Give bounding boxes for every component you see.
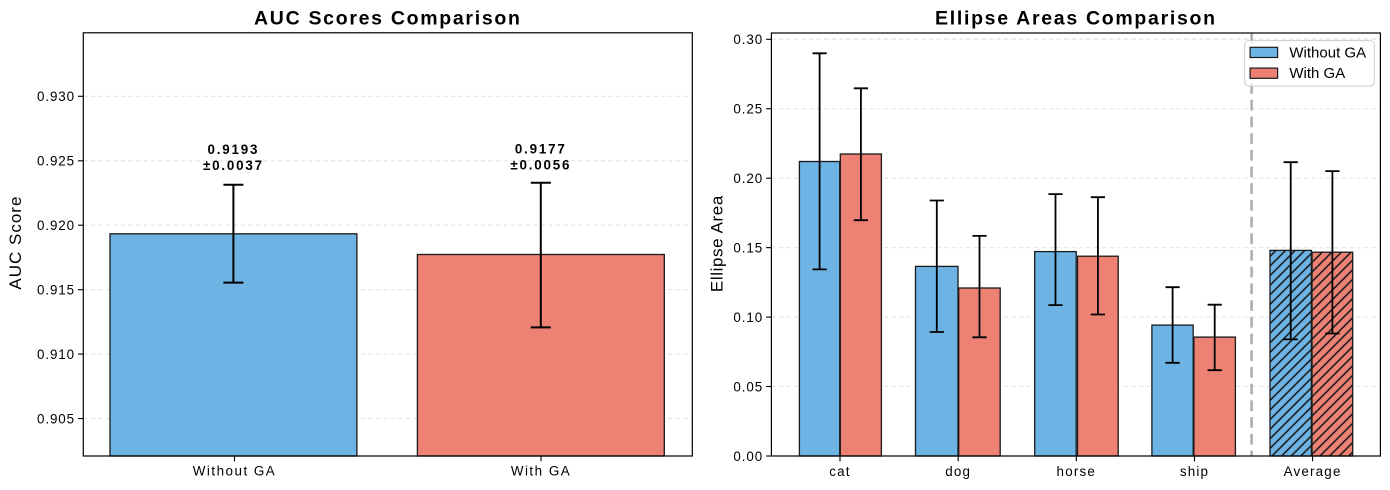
svg-text:0.915: 0.915 xyxy=(37,283,75,298)
svg-text:0.10: 0.10 xyxy=(733,310,763,325)
svg-text:0.20: 0.20 xyxy=(733,171,763,186)
svg-text:0.905: 0.905 xyxy=(37,411,75,426)
svg-text:0.925: 0.925 xyxy=(37,154,75,169)
svg-text:±0.0037: ±0.0037 xyxy=(203,158,264,173)
svg-text:0.9177: 0.9177 xyxy=(515,141,567,156)
svg-text:AUC Score: AUC Score xyxy=(6,196,25,290)
svg-text:Without GA: Without GA xyxy=(1289,44,1366,61)
svg-text:Without GA: Without GA xyxy=(193,464,276,479)
svg-text:ship: ship xyxy=(1180,464,1209,479)
svg-text:0.30: 0.30 xyxy=(733,32,763,47)
svg-text:±0.0056: ±0.0056 xyxy=(510,158,571,173)
svg-text:0.910: 0.910 xyxy=(37,347,75,362)
svg-text:With GA: With GA xyxy=(1289,65,1345,82)
svg-text:0.9193: 0.9193 xyxy=(208,142,260,157)
svg-text:Ellipse Areas Comparison: Ellipse Areas Comparison xyxy=(935,8,1217,30)
svg-text:0.05: 0.05 xyxy=(733,379,763,394)
svg-text:0.920: 0.920 xyxy=(37,218,75,233)
svg-text:horse: horse xyxy=(1057,464,1097,479)
svg-text:dog: dog xyxy=(945,464,971,479)
svg-text:0.930: 0.930 xyxy=(37,89,75,104)
svg-text:Average: Average xyxy=(1284,464,1342,479)
svg-text:0.15: 0.15 xyxy=(733,240,763,255)
svg-text:AUC Scores Comparison: AUC Scores Comparison xyxy=(254,8,522,30)
svg-text:0.25: 0.25 xyxy=(733,102,763,117)
svg-text:cat: cat xyxy=(829,464,850,479)
svg-text:With GA: With GA xyxy=(511,464,571,479)
svg-text:0.00: 0.00 xyxy=(733,449,763,464)
svg-text:Ellipse Area: Ellipse Area xyxy=(708,195,727,292)
